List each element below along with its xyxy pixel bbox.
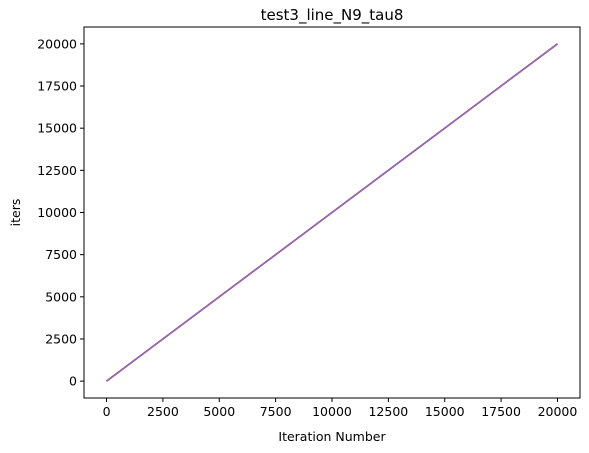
y-tick-label: 17500 [37,79,77,94]
x-tick-label: 5000 [203,404,235,419]
y-tick-label: 0 [69,374,77,389]
x-tick-label: 12500 [368,404,408,419]
x-tick-label: 7500 [260,404,292,419]
x-tick-label: 2500 [147,404,179,419]
y-tick-label: 5000 [45,289,77,304]
series-layer [106,43,558,382]
x-tick-label: 20000 [538,404,578,419]
y-axis-label: iters [8,199,23,227]
y-tick-label: 10000 [37,205,77,220]
series-line-5 [106,43,558,382]
chart-title: test3_line_N9_tau8 [261,6,404,25]
x-tick-label: 15000 [425,404,465,419]
y-tick-label: 2500 [45,331,77,346]
x-tick-label: 10000 [312,404,352,419]
y-tick-label: 20000 [37,36,77,51]
x-axis-label: Iteration Number [278,429,386,444]
x-axis-ticks: 0 2500 5000 7500 10000 12500 15000 17500 20000 [103,398,578,419]
y-tick-label: 12500 [37,163,77,178]
x-tick-label: 17500 [481,404,521,419]
x-tick-label: 0 [103,404,111,419]
y-tick-label: 7500 [45,247,77,262]
y-axis-ticks: 0 2500 5000 7500 10000 12500 15000 17500 20000 [37,36,84,389]
y-tick-label: 15000 [37,121,77,136]
